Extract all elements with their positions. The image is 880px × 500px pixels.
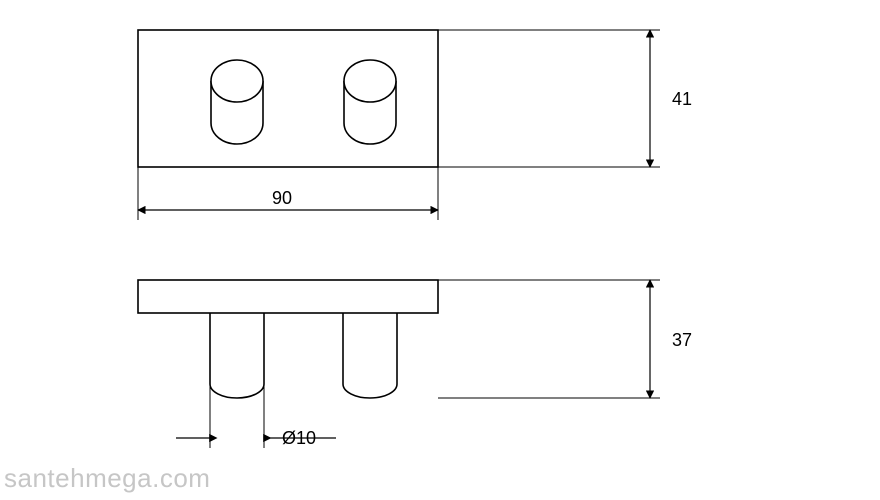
top-view-plate bbox=[138, 30, 438, 167]
dimension-label: 37 bbox=[672, 330, 692, 350]
watermark: santehmega.com bbox=[4, 463, 210, 494]
side-peg-bottom bbox=[343, 384, 397, 398]
dimension-label: 90 bbox=[272, 188, 292, 208]
top-peg-shadow-bottom bbox=[211, 123, 263, 144]
technical-drawing: 90 41 37 Ø10 bbox=[0, 0, 880, 500]
dimension-label: Ø10 bbox=[282, 428, 316, 448]
top-peg-cap bbox=[211, 60, 263, 102]
side-view-plate bbox=[138, 280, 438, 313]
top-peg-shadow-bottom bbox=[344, 123, 396, 144]
side-peg-bottom bbox=[210, 384, 264, 398]
dimension-label: 41 bbox=[672, 89, 692, 109]
top-peg-cap bbox=[344, 60, 396, 102]
